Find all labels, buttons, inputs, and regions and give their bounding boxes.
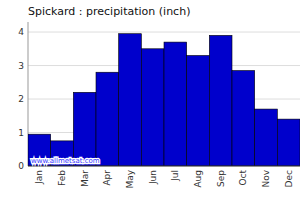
x-axis-line — [28, 166, 300, 167]
bar — [73, 92, 96, 166]
y-tick-label: 4 — [18, 27, 24, 37]
bar — [119, 34, 142, 166]
x-tick-label: Oct — [238, 170, 248, 186]
bar — [141, 49, 164, 166]
x-tick-label: Aug — [193, 170, 203, 188]
bars — [28, 34, 300, 166]
y-tick-label: 3 — [18, 61, 24, 71]
grid-line — [28, 166, 300, 167]
x-tick-label: Feb — [57, 170, 67, 186]
bar — [209, 35, 232, 166]
y-tick-label: 1 — [18, 128, 24, 138]
x-tick-label: May — [125, 169, 135, 188]
x-tick-label: Jan — [34, 170, 44, 185]
bar — [96, 72, 119, 166]
x-tick-label: Dec — [284, 170, 294, 187]
x-tick-label: Sep — [216, 170, 226, 187]
chart-svg: 0 1 2 3 4 Jan Feb Mar Apr May Jun Jul Aug Sep Oct Nov De… — [0, 0, 306, 200]
x-tick-label: Jun — [148, 170, 158, 185]
bar — [164, 42, 187, 166]
title: Spickard : precipitation (inch) — [28, 5, 190, 18]
chart-container: 0 1 2 3 4 Jan Feb Mar Apr May Jun Jul Aug Sep Oct Nov De… — [0, 0, 306, 200]
bar — [232, 71, 255, 166]
grid — [28, 32, 300, 166]
bar — [255, 109, 278, 166]
bar — [277, 119, 300, 166]
x-tick-label: Jul — [170, 170, 180, 182]
grid-line — [28, 32, 300, 33]
watermark: www.allmetsat.com — [31, 157, 100, 165]
y-tick-label: 0 — [18, 161, 24, 171]
x-tick-label: Nov — [261, 169, 271, 187]
x-tick-label: Mar — [80, 170, 90, 187]
x-tick-label: Apr — [102, 170, 112, 186]
bar — [187, 55, 210, 166]
y-tick-label: 2 — [18, 94, 24, 104]
